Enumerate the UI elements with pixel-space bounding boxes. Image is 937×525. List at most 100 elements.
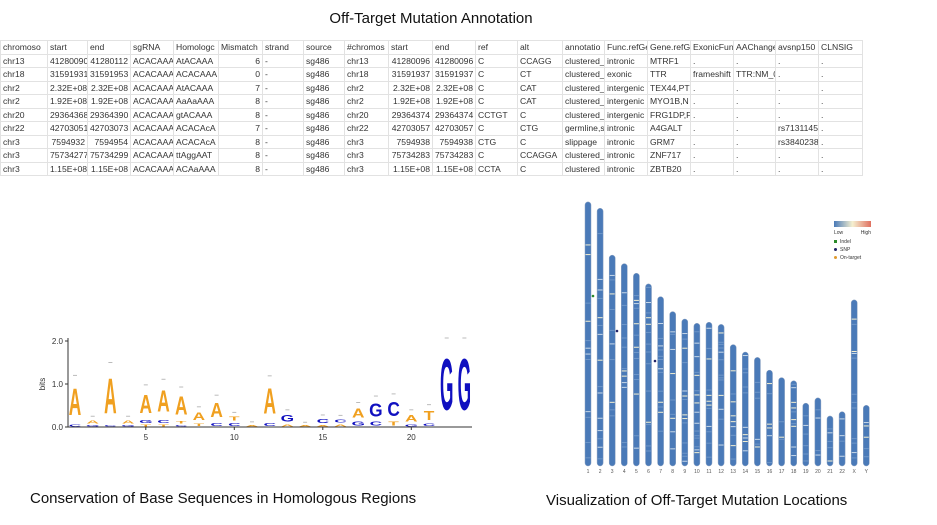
chromosome-label: 8	[671, 469, 674, 475]
table-cell[interactable]: .	[818, 161, 863, 176]
chromosome-label: 12	[718, 469, 724, 475]
chromosome-12: 12	[717, 324, 725, 475]
table-cell[interactable]: intronic	[604, 161, 648, 176]
band	[694, 446, 700, 448]
chromosome-4: 4	[621, 263, 628, 475]
band	[742, 368, 748, 370]
table-cell[interactable]: 1.15E+08	[87, 161, 131, 176]
table-cell[interactable]: ACAaAAA	[173, 161, 219, 176]
table-cell[interactable]: clustered	[562, 161, 605, 176]
chromosome-body	[729, 344, 737, 467]
band	[597, 430, 603, 432]
chromosome-label: X	[853, 469, 857, 475]
band	[658, 430, 664, 432]
band	[803, 433, 809, 435]
column-header[interactable]: avsnp150	[775, 40, 819, 55]
table-cell[interactable]: .	[733, 161, 776, 176]
band	[706, 407, 712, 409]
band	[609, 415, 615, 417]
logo-letter: C	[210, 422, 222, 427]
band	[779, 438, 785, 440]
x-tick-label: 20	[407, 433, 416, 442]
band	[863, 422, 869, 424]
table-cell[interactable]: 1.15E+08	[388, 161, 433, 176]
table-cell[interactable]: 8	[218, 161, 263, 176]
band	[851, 401, 857, 403]
band	[621, 368, 627, 370]
chromosome-21: 21	[826, 415, 834, 475]
table-row: chr3 1.15E+08 1.15E+08 ACACAAA ACAaAAA 8- sg48…	[0, 161, 863, 176]
band	[694, 422, 700, 424]
band	[658, 349, 664, 351]
chromosome-label: 9	[683, 469, 686, 475]
band	[621, 304, 627, 306]
logo-letter: C	[263, 422, 275, 427]
band	[670, 348, 676, 350]
band	[742, 355, 748, 357]
band	[706, 456, 712, 458]
band	[839, 440, 845, 442]
logo-letter: G	[440, 346, 453, 427]
band	[609, 359, 615, 361]
table-cell[interactable]: chr3	[344, 161, 389, 176]
table-cell[interactable]: .	[775, 161, 819, 176]
band	[658, 411, 664, 413]
column-header[interactable]: AAChange	[733, 40, 776, 55]
band	[851, 351, 857, 353]
chromosome-8: 8	[669, 311, 676, 475]
band	[706, 442, 712, 444]
table-cell[interactable]: 1.15E+08	[47, 161, 88, 176]
logo-letter: C	[370, 421, 382, 427]
band	[827, 440, 833, 442]
chromosome-label: 11	[706, 469, 711, 475]
band	[791, 425, 797, 427]
band	[767, 423, 772, 425]
column-header[interactable]: Func.refGe	[604, 40, 648, 55]
column-header[interactable]: source	[303, 40, 345, 55]
band	[597, 386, 603, 388]
band	[694, 437, 700, 439]
band	[633, 307, 639, 309]
table-cell[interactable]: C	[517, 161, 563, 176]
band	[621, 382, 627, 384]
column-header[interactable]: CLNSIG	[818, 40, 863, 55]
band	[742, 392, 748, 394]
logo-letter: G	[281, 413, 294, 424]
band	[839, 435, 845, 437]
column-header[interactable]: sgRNA	[130, 40, 174, 55]
band	[621, 370, 627, 372]
band	[815, 417, 821, 419]
chromosome-10: 10	[693, 323, 701, 475]
column-header[interactable]: Homologc	[173, 40, 219, 55]
color-scale-bar	[834, 221, 871, 227]
band	[597, 297, 603, 299]
table-row: chr2 2.32E+08 2.32E+08 ACACAAA AtACAAA 7- sg48…	[0, 80, 863, 95]
band	[585, 347, 591, 349]
chromosome-Y: Y	[863, 405, 870, 475]
band	[863, 436, 869, 438]
band	[597, 438, 603, 440]
band	[827, 428, 833, 430]
band	[694, 356, 700, 358]
logo-letter: A	[352, 407, 365, 421]
band	[633, 352, 639, 354]
band	[803, 415, 809, 417]
scale-low-label: Low	[834, 230, 844, 236]
band	[730, 445, 736, 447]
band	[694, 402, 700, 404]
logo-letter: G	[351, 421, 364, 427]
band	[682, 455, 688, 457]
scale-high-label: High	[861, 230, 872, 236]
band	[597, 359, 603, 361]
chromosome-body	[814, 397, 822, 467]
band	[779, 436, 785, 438]
band	[597, 417, 603, 419]
chromosome-label: 13	[730, 469, 736, 475]
column-header[interactable]: strand	[262, 40, 304, 55]
chromosome-label: 20	[815, 469, 821, 475]
band	[609, 329, 615, 331]
band	[730, 415, 736, 417]
band	[694, 435, 700, 437]
logo-letter: T	[388, 421, 399, 427]
